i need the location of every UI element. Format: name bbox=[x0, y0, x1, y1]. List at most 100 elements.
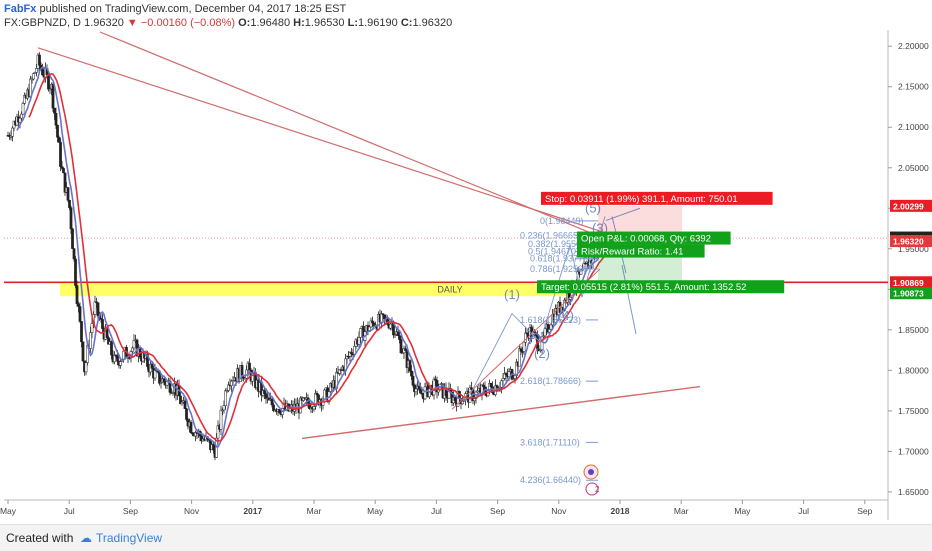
fib-level-label: 0(1.98449) bbox=[540, 216, 584, 226]
stop-label-text: Stop: 0.03911 (1.99%) 391.1, Amount: 750… bbox=[545, 194, 738, 205]
price-badge-label: 1.90873 bbox=[893, 289, 924, 299]
candle bbox=[396, 331, 400, 336]
candle bbox=[504, 372, 508, 376]
stop-label: Stop: 0.03911 (1.99%) 391.1, Amount: 750… bbox=[541, 191, 773, 205]
candle bbox=[146, 354, 149, 367]
price-tick-label: 2.15000 bbox=[898, 82, 929, 92]
candle bbox=[200, 435, 203, 442]
candle bbox=[180, 402, 184, 405]
candle bbox=[93, 301, 97, 315]
fib-level-label: 0.5(1.94670) bbox=[528, 246, 579, 256]
candle bbox=[272, 404, 275, 411]
symbol-label: FX:GBPNZD, D bbox=[4, 17, 82, 29]
candle bbox=[314, 392, 317, 407]
fib-level-label: 1.618(1.86223) bbox=[520, 315, 581, 325]
candle bbox=[59, 142, 62, 167]
candle bbox=[21, 103, 25, 115]
candle bbox=[227, 384, 230, 391]
price-tick-label: 1.65000 bbox=[898, 487, 929, 497]
candle bbox=[68, 200, 71, 208]
candle bbox=[11, 127, 14, 137]
candle bbox=[357, 337, 361, 345]
tradingview-link[interactable]: ☁ TradingView bbox=[80, 531, 162, 545]
candle bbox=[549, 324, 553, 330]
candle bbox=[51, 83, 55, 109]
candle bbox=[77, 303, 80, 307]
moving-average-slow bbox=[28, 73, 607, 443]
candle bbox=[62, 168, 65, 174]
candle bbox=[168, 380, 172, 393]
price-tick-label: 2.20000 bbox=[898, 41, 929, 51]
candle bbox=[80, 321, 83, 343]
stop-label-bg bbox=[541, 191, 773, 205]
candle bbox=[584, 262, 587, 265]
daily-zone bbox=[60, 283, 580, 297]
price-tick-label: 2.10000 bbox=[898, 122, 929, 132]
footer-bar: Created with ☁ TradingView bbox=[0, 524, 932, 551]
fib-level-label: 2.618(1.78666) bbox=[520, 376, 581, 386]
candle bbox=[69, 207, 73, 230]
candle bbox=[410, 370, 413, 377]
pnl-label-bg bbox=[577, 231, 731, 245]
candle bbox=[359, 328, 362, 338]
candle bbox=[222, 405, 226, 411]
projection-arrow bbox=[605, 207, 641, 221]
candle bbox=[38, 54, 41, 66]
candle bbox=[383, 314, 386, 320]
fib-level-label: 0.382(1.95562) bbox=[528, 239, 589, 249]
candle bbox=[81, 341, 85, 362]
candle bbox=[219, 409, 223, 430]
candle bbox=[513, 375, 517, 379]
candle bbox=[41, 68, 44, 76]
candle bbox=[185, 408, 188, 420]
candle bbox=[75, 285, 79, 305]
moving-average-fast bbox=[16, 66, 607, 448]
time-tick-label: Nov bbox=[184, 506, 200, 516]
candle bbox=[96, 302, 100, 317]
time-tick-label: Sep bbox=[857, 506, 872, 516]
candle bbox=[243, 377, 247, 380]
candle bbox=[8, 135, 11, 137]
time-tick-label: Nov bbox=[551, 506, 567, 516]
candle bbox=[225, 390, 229, 392]
time-tick-label: Mar bbox=[674, 506, 689, 516]
candle bbox=[404, 348, 407, 351]
trendline-upper-2 bbox=[99, 31, 601, 238]
time-tick-label: Jul bbox=[798, 506, 809, 516]
candle bbox=[419, 388, 422, 394]
candle bbox=[90, 323, 94, 333]
daily-zone-label: DAILY bbox=[437, 285, 462, 295]
price-tick-label: 1.85000 bbox=[898, 325, 929, 335]
wave-label: (2) bbox=[534, 346, 550, 361]
candle bbox=[381, 313, 385, 316]
candle bbox=[110, 341, 113, 356]
last-price: 1.96320 bbox=[84, 17, 124, 29]
candle bbox=[579, 269, 583, 275]
candle bbox=[189, 421, 193, 434]
candle bbox=[473, 398, 476, 402]
candle bbox=[411, 375, 415, 386]
candle bbox=[89, 332, 92, 349]
trendline-upper-1 bbox=[37, 47, 605, 234]
candle bbox=[482, 384, 485, 388]
time-tick-label: 2018 bbox=[611, 506, 630, 516]
candle bbox=[54, 113, 58, 126]
candle bbox=[60, 166, 64, 169]
candle bbox=[23, 95, 26, 104]
author-name[interactable]: FabFx bbox=[4, 3, 37, 15]
rr-label-bg bbox=[577, 244, 705, 258]
candle bbox=[323, 389, 326, 400]
time-tick-label: Jul bbox=[64, 506, 75, 516]
price-chart[interactable]: 2.200002.150002.100002.050002.000001.950… bbox=[0, 0, 932, 524]
price-tick-label: 1.95000 bbox=[898, 244, 929, 254]
candle bbox=[398, 335, 401, 340]
pnl-label: Open P&L: 0.00068, Qty: 6392 bbox=[577, 231, 731, 245]
price-tick-label: 2.05000 bbox=[898, 163, 929, 173]
pnl-label-text: Open P&L: 0.00068, Qty: 6392 bbox=[581, 234, 711, 245]
price-badge bbox=[890, 276, 932, 289]
fib-level-label: 4.236(1.66440) bbox=[520, 475, 581, 485]
candle bbox=[245, 369, 248, 379]
candle bbox=[116, 355, 119, 362]
candle bbox=[153, 369, 157, 379]
candle bbox=[522, 341, 526, 352]
